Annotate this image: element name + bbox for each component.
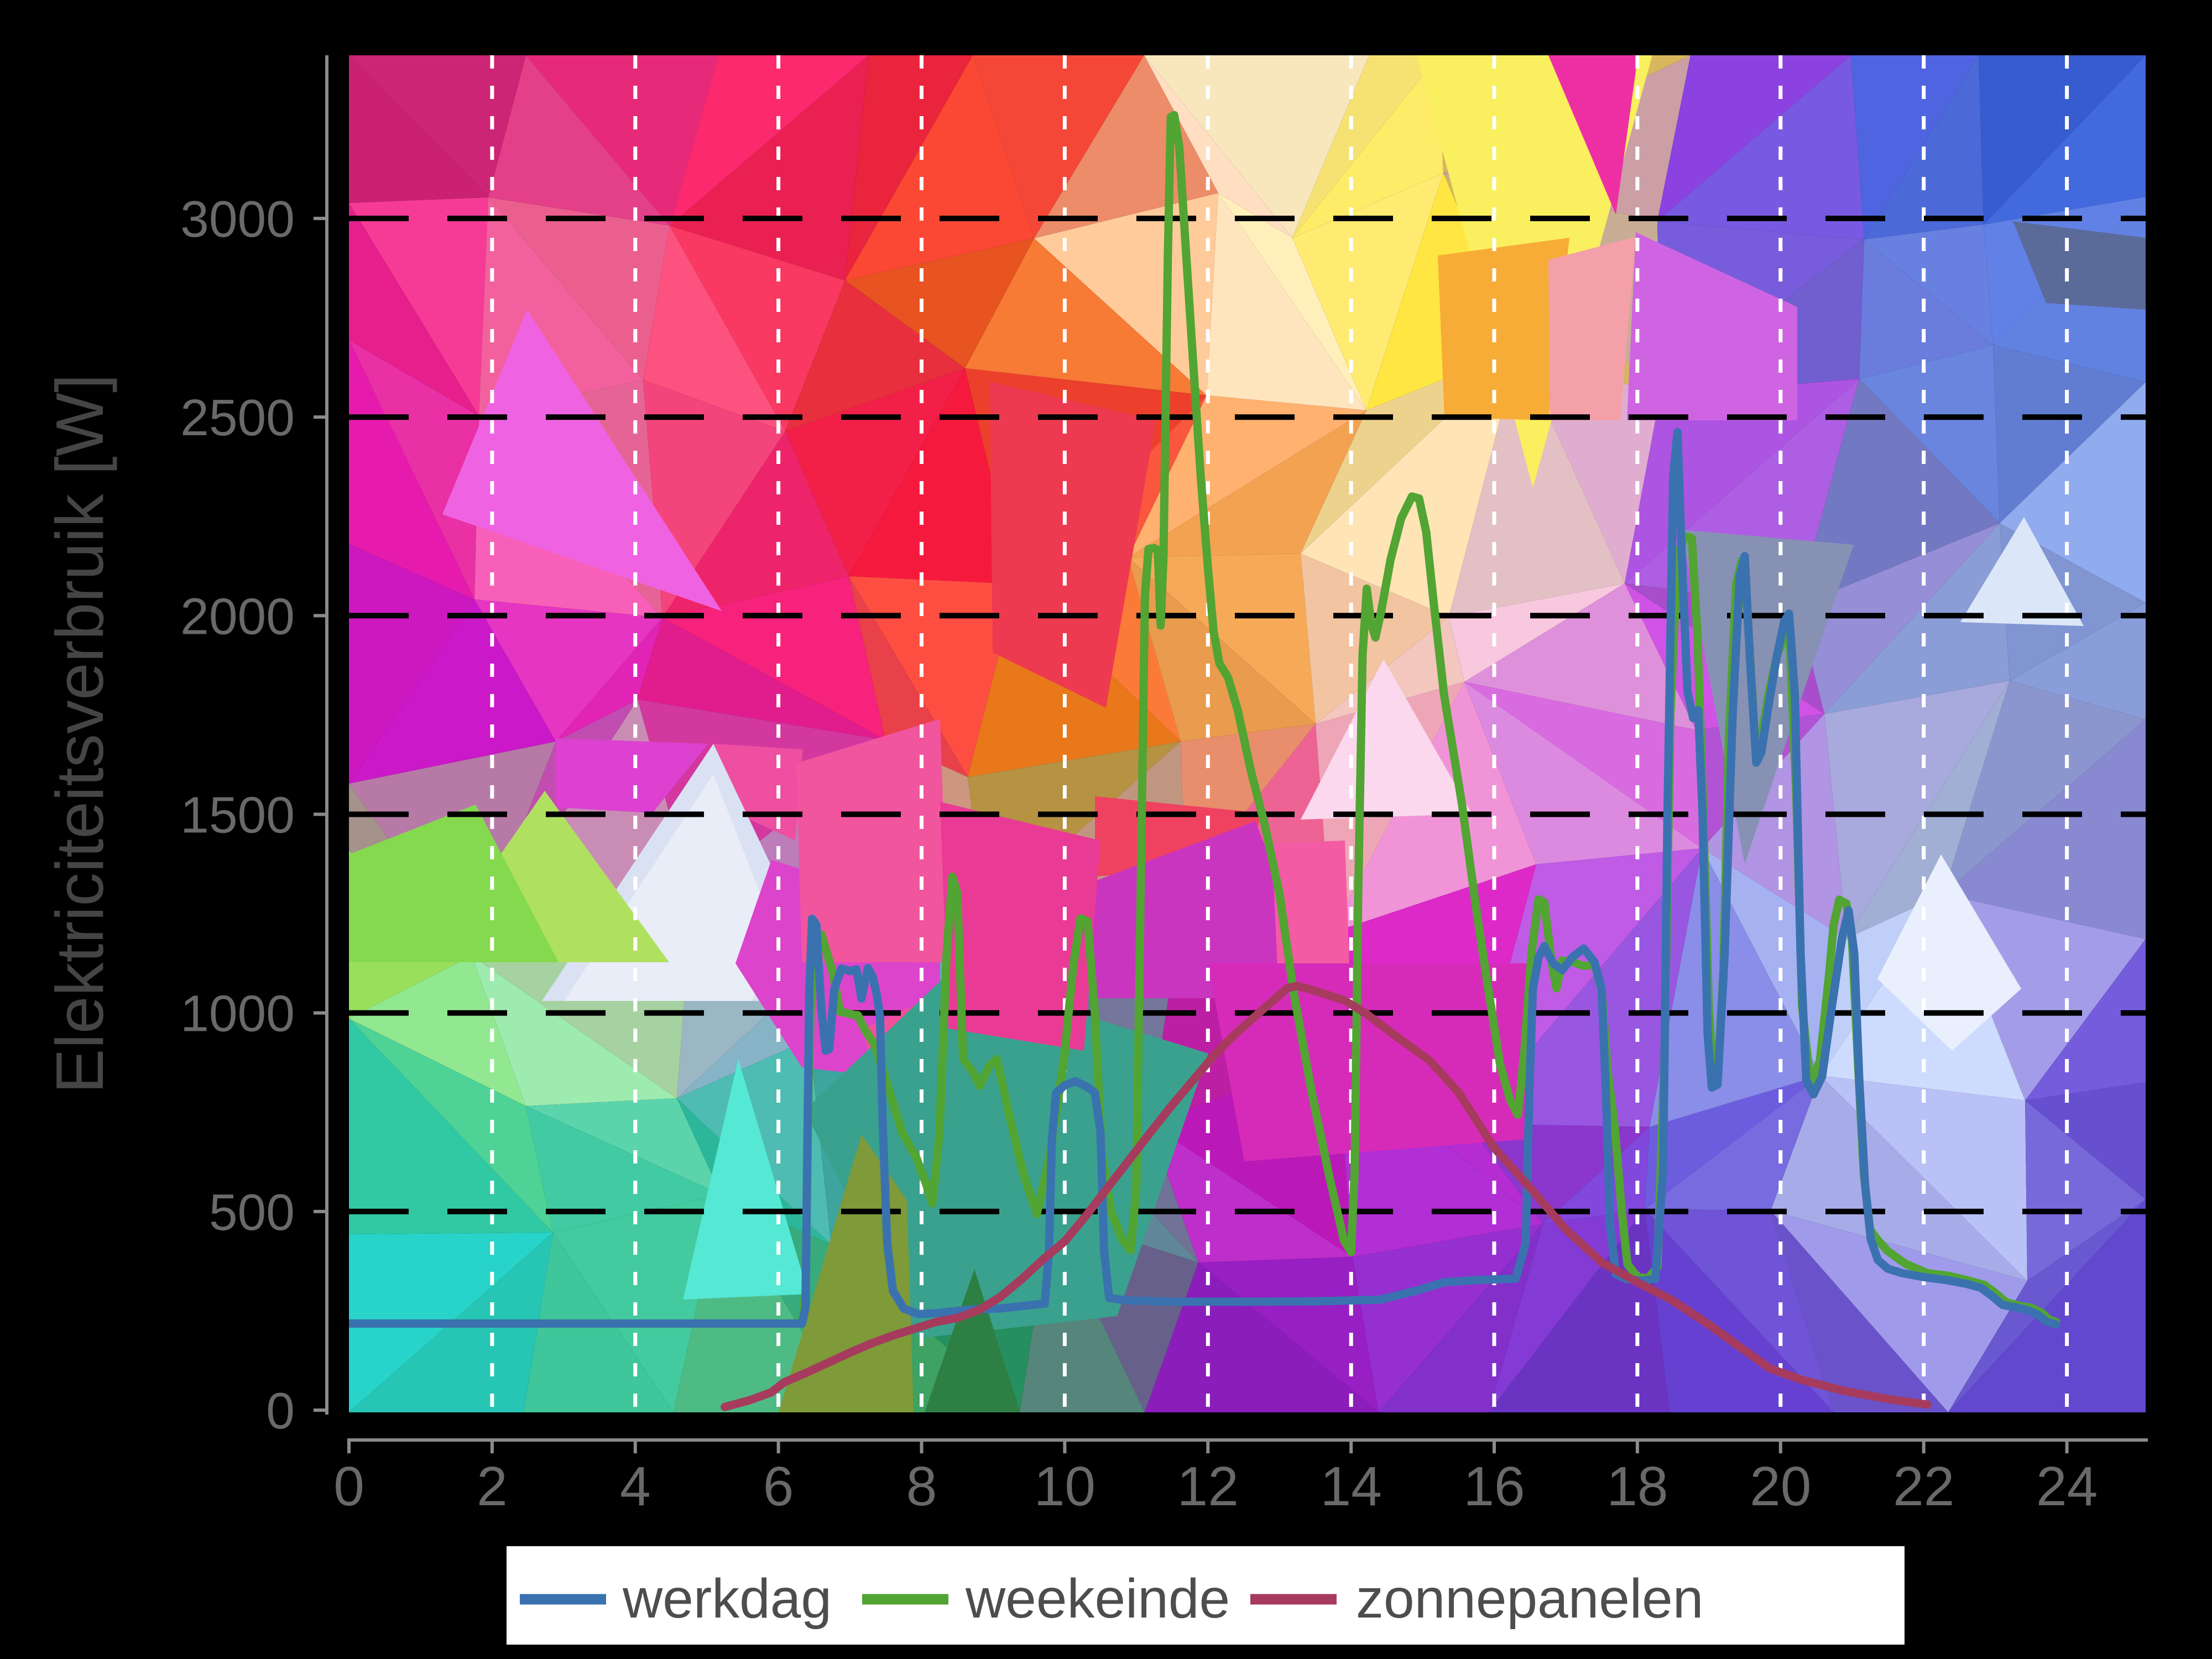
- svg-text:werkdag: werkdag: [622, 1568, 832, 1630]
- svg-text:1500: 1500: [180, 786, 295, 844]
- svg-text:12: 12: [1177, 1455, 1239, 1517]
- svg-text:1000: 1000: [180, 985, 295, 1042]
- svg-text:18: 18: [1606, 1455, 1668, 1517]
- svg-text:6: 6: [763, 1455, 794, 1517]
- svg-text:Elektriciteitsverbruik [W]: Elektriciteitsverbruik [W]: [42, 374, 117, 1094]
- svg-text:2: 2: [477, 1455, 508, 1517]
- svg-text:500: 500: [209, 1183, 295, 1241]
- svg-text:16: 16: [1463, 1455, 1525, 1517]
- svg-text:3000: 3000: [180, 190, 295, 248]
- svg-text:24: 24: [2036, 1455, 2098, 1517]
- svg-text:8: 8: [906, 1455, 937, 1517]
- svg-text:10: 10: [1034, 1455, 1095, 1517]
- svg-text:2000: 2000: [180, 587, 295, 645]
- svg-text:14: 14: [1321, 1455, 1382, 1517]
- svg-text:22: 22: [1893, 1455, 1954, 1517]
- svg-text:weekeinde: weekeinde: [965, 1568, 1230, 1630]
- svg-text:0: 0: [333, 1455, 364, 1517]
- svg-text:4: 4: [620, 1455, 651, 1517]
- svg-text:0: 0: [266, 1382, 295, 1439]
- svg-text:zonnepanelen: zonnepanelen: [1356, 1568, 1703, 1630]
- svg-text:2500: 2500: [180, 389, 295, 446]
- svg-text:20: 20: [1750, 1455, 1811, 1517]
